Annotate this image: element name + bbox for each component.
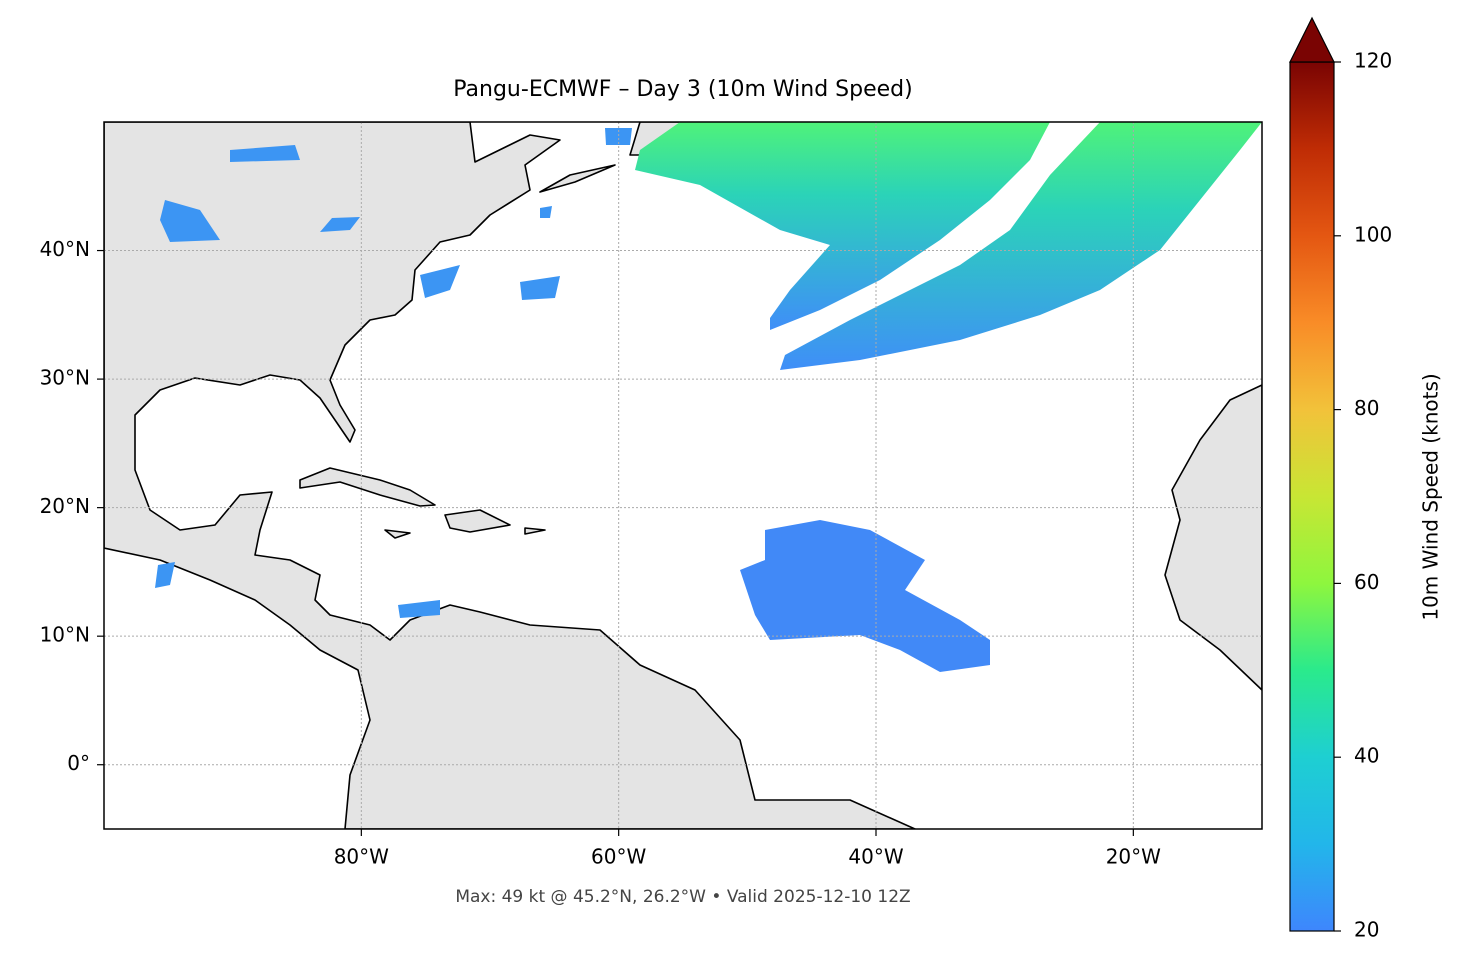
cuba bbox=[299, 467, 436, 507]
colorbar-tick-label: 120 bbox=[1354, 49, 1392, 73]
x-tick-label: 60°W bbox=[591, 845, 646, 869]
colorbar-tick-label: 100 bbox=[1354, 222, 1392, 246]
x-tick-label: 40°W bbox=[848, 845, 903, 869]
africa bbox=[1164, 384, 1262, 691]
y-tick-label: 20°N bbox=[40, 494, 90, 518]
y-tick-label: 30°N bbox=[40, 366, 90, 390]
colorbar-tick-label: 40 bbox=[1354, 744, 1379, 768]
map-frame bbox=[103, 121, 1263, 830]
wind-streak bbox=[635, 122, 1050, 330]
map-title: Pangu-ECMWF – Day 3 (10m Wind Speed) bbox=[453, 77, 912, 102]
map-area bbox=[104, 122, 1262, 829]
caption: Max: 49 kt @ 45.2°N, 26.2°W • Valid 2025… bbox=[455, 887, 910, 907]
x-tick-label: 20°W bbox=[1106, 845, 1161, 869]
colorbar-tick-label: 60 bbox=[1354, 570, 1379, 594]
americas bbox=[104, 122, 916, 829]
colorbar-scale bbox=[1289, 61, 1335, 932]
colorbar-tick-label: 80 bbox=[1354, 396, 1379, 420]
jamaica bbox=[384, 529, 411, 539]
puerto-rico bbox=[524, 527, 546, 535]
y-tick-label: 0° bbox=[67, 751, 90, 775]
wind-streak bbox=[780, 122, 1262, 370]
colorbar-label: 10m Wind Speed (knots) bbox=[1419, 373, 1443, 620]
x-tick-label: 80°W bbox=[334, 845, 389, 869]
colorbar-tick-label: 20 bbox=[1354, 918, 1379, 942]
colorbar-extend bbox=[1289, 16, 1335, 63]
grid bbox=[104, 122, 1262, 829]
hispaniola bbox=[444, 509, 511, 533]
wind-area bbox=[740, 520, 990, 672]
y-tick-label: 40°N bbox=[40, 237, 90, 261]
colorbar: 10m Wind Speed (knots) 20 40 60 80 100 120 bbox=[1289, 16, 1443, 942]
y-tick-label: 10°N bbox=[40, 623, 90, 647]
nova-scotia bbox=[539, 164, 616, 193]
